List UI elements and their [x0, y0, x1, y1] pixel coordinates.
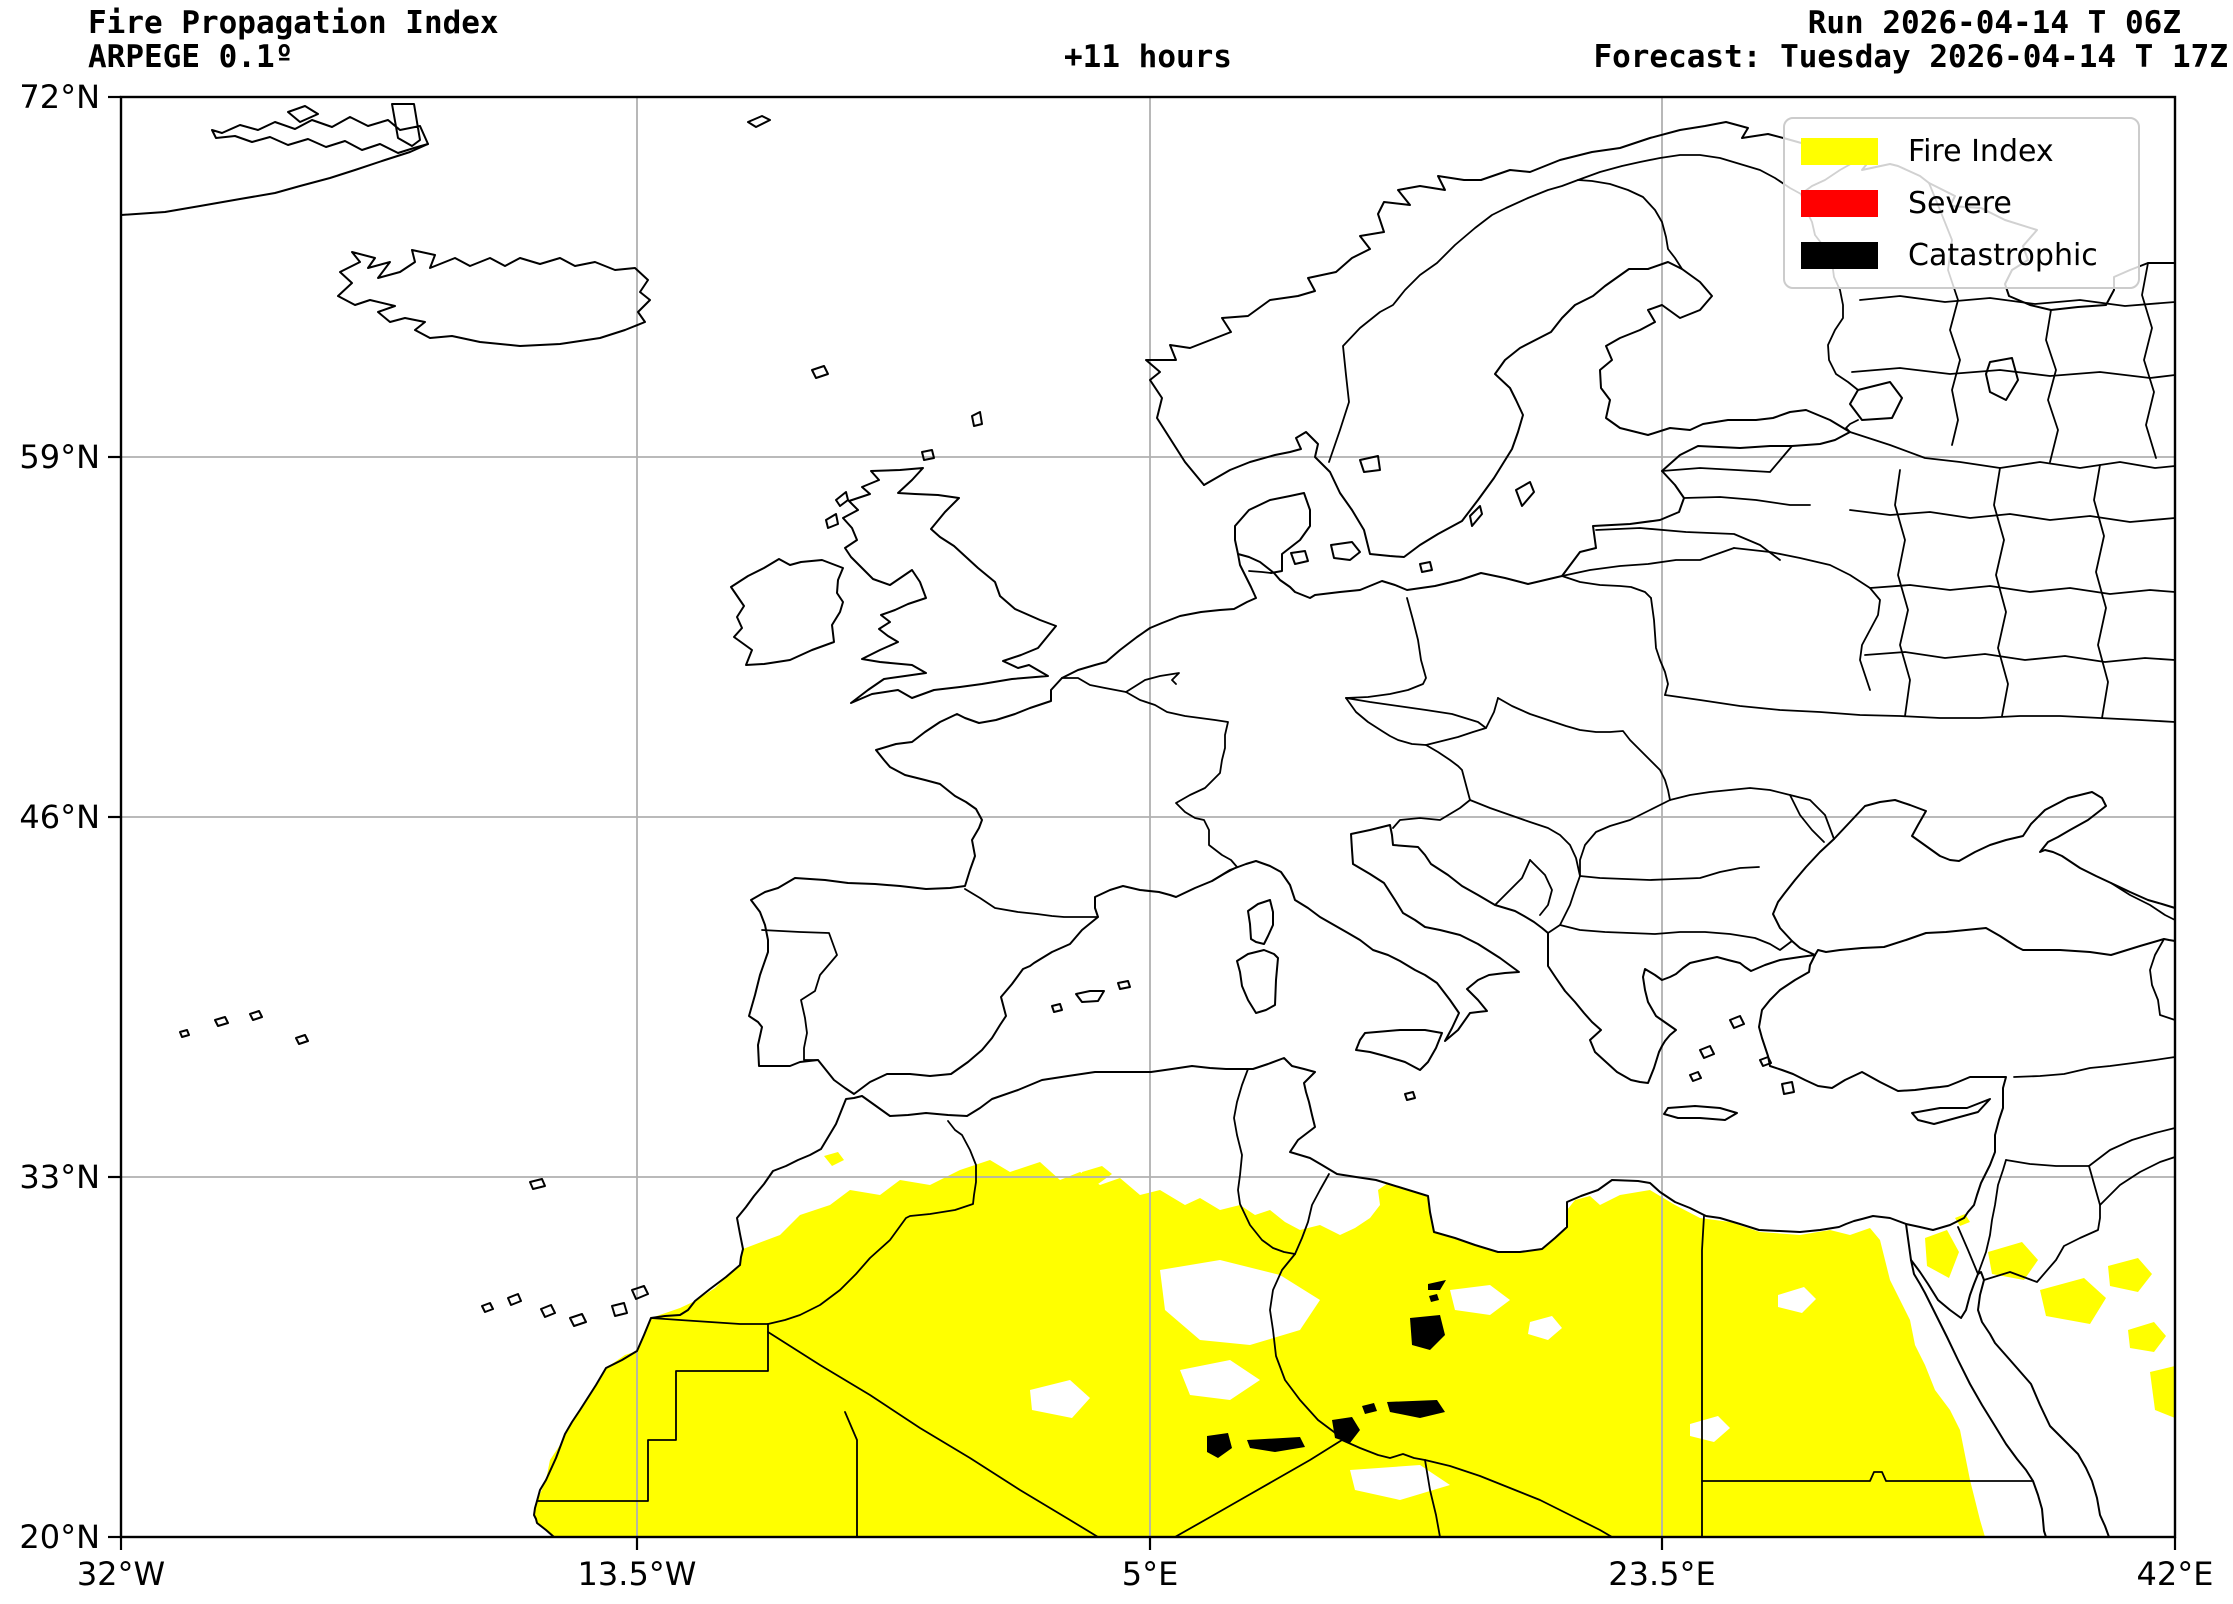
- fire-index-patch: [1925, 1230, 1959, 1278]
- great-britain: [842, 467, 1057, 704]
- suez-canal: [1905, 1223, 1912, 1261]
- oland: [1469, 505, 1483, 527]
- orkney: [921, 449, 935, 461]
- jan-mayen-island: [747, 115, 771, 128]
- lake-onega: [1985, 357, 2019, 401]
- shetland: [971, 411, 983, 427]
- legend-item-label: Catastrophic: [1908, 237, 2098, 273]
- fire-index-holes: [1030, 1260, 1816, 1500]
- greenland-fjords: [211, 103, 429, 154]
- latitude-tick-label: 72°N: [19, 78, 100, 116]
- fire-index-swatch: [1801, 137, 1878, 165]
- fire-index-patch: [2040, 1278, 2106, 1324]
- balearic-islands: [1051, 980, 1131, 1013]
- longitude-tick-label: 5°E: [1122, 1555, 1179, 1593]
- latitude-tick-label: 46°N: [19, 798, 100, 836]
- africa-levant-turkey-coast: [533, 954, 2007, 1538]
- greenland-coast: [120, 143, 429, 216]
- gridlines: [121, 97, 2175, 1537]
- aegean-islands: [1689, 1015, 1772, 1082]
- gotland: [1515, 481, 1535, 507]
- legend: Fire Index Severe Catastrophic: [1783, 117, 2140, 289]
- page-title: Fire Propagation Index: [88, 5, 499, 41]
- iceland: [337, 249, 651, 347]
- legend-item-catastrophic: Catastrophic: [1785, 238, 2138, 273]
- fire-index-patch: [824, 1152, 844, 1166]
- sardinia: [1236, 949, 1279, 1014]
- madeira: [529, 1178, 546, 1190]
- black-sea-south-coast: [1814, 927, 2176, 956]
- crete: [1663, 1105, 1738, 1121]
- fire-index-patch: [1955, 1214, 1970, 1226]
- longitude-tick-label: 32°W: [77, 1555, 165, 1593]
- latitude-tick-label: 59°N: [19, 438, 100, 476]
- black-sea-north-coast: [1772, 791, 2176, 956]
- funen: [1290, 550, 1309, 565]
- baltic-coast: [1203, 261, 1851, 599]
- sicily: [1355, 1029, 1443, 1071]
- country-borders: [536, 154, 2176, 1538]
- ireland: [730, 558, 844, 666]
- axis-labels: 32°W 13.5°W 5°E 23.5°E 42°E 72°N 59°N 46…: [19, 78, 2213, 1593]
- legend-item-severe: Severe: [1785, 186, 2138, 221]
- hebrides: [825, 491, 849, 529]
- model-label: ARPEGE 0.1º: [88, 39, 294, 75]
- longitude-tick-label: 23.5°E: [1608, 1555, 1715, 1593]
- fire-index-patch: [1025, 1190, 1067, 1214]
- forecast-label: Forecast: Tuesday 2026-04-14 T 17Z: [1593, 39, 2228, 75]
- fire-index-patch: [2128, 1322, 2166, 1352]
- legend-item-label: Severe: [1908, 185, 2012, 221]
- sinai-aqaba-arabia-coast: [1910, 1259, 2110, 1538]
- run-label: Run 2026-04-14 T 06Z: [1807, 5, 2181, 41]
- axis-ticks: [108, 95, 2177, 1550]
- azores: [179, 1010, 309, 1045]
- severe-swatch: [1801, 189, 1878, 217]
- catastrophic-swatch: [1801, 241, 1878, 269]
- fire-index-patch: [1080, 1166, 1112, 1184]
- lead-time-label: +11 hours: [1064, 39, 1232, 75]
- lake-vanern: [1359, 455, 1381, 473]
- fire-index-patch: [2108, 1258, 2152, 1292]
- fire-index-patch: [2150, 1366, 2175, 1418]
- legend-item-label: Fire Index: [1908, 133, 2054, 169]
- fire-index-sahara: [534, 1160, 1985, 1537]
- legend-item-fire-index: Fire Index: [1785, 134, 2138, 169]
- france-iberia-italy-greece-coast: [748, 677, 1816, 1095]
- longitude-tick-label: 42°E: [2137, 1555, 2214, 1593]
- longitude-tick-label: 13.5°W: [578, 1555, 697, 1593]
- faroe-islands: [811, 365, 829, 379]
- lake-ladoga: [1849, 381, 1903, 421]
- latitude-tick-label: 33°N: [19, 1158, 100, 1196]
- canary-islands: [481, 1285, 649, 1327]
- rhodes: [1781, 1081, 1795, 1095]
- fire-index-patch: [1988, 1242, 2038, 1280]
- corsica: [1247, 899, 1274, 945]
- zealand: [1330, 541, 1361, 561]
- latitude-tick-label: 20°N: [19, 1518, 100, 1556]
- cyprus: [1911, 1098, 1991, 1125]
- red-sea-west-coast: [1910, 1259, 2047, 1538]
- fire-index-region: [534, 1152, 2175, 1537]
- north-sea-coast: [1061, 553, 1257, 679]
- malta: [1404, 1091, 1416, 1101]
- bornholm: [1419, 561, 1433, 573]
